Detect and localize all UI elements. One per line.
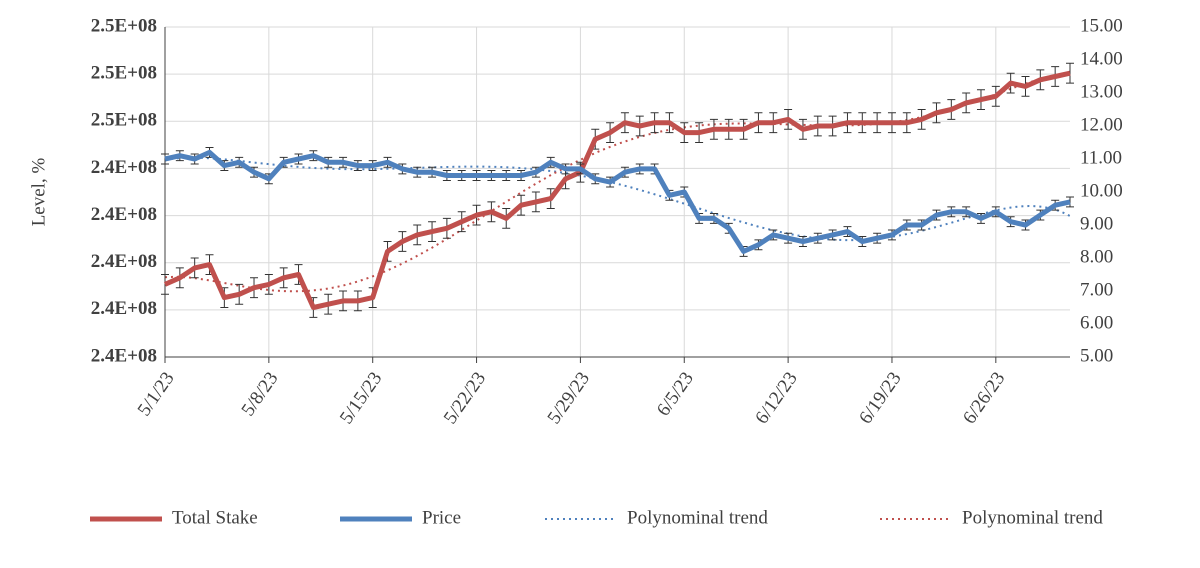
y2-tick-label: 10.00 [1080, 180, 1123, 201]
trend-line [164, 156, 1071, 242]
y2-tick-label: 11.00 [1080, 147, 1122, 168]
series-line [164, 149, 1071, 254]
y2-tick-label: 7.00 [1080, 279, 1113, 300]
legend-label: Price [422, 507, 461, 528]
y-tick-label: 2.4E+08 [91, 251, 157, 272]
x-tick-label: 5/8/23 [237, 368, 282, 420]
trend-line [164, 72, 1071, 293]
y2-tick-label: 9.00 [1080, 213, 1113, 234]
x-tick-label: 6/26/23 [959, 368, 1010, 428]
y-tick-label: 2.5E+08 [91, 110, 157, 131]
y2-tick-label: 13.00 [1080, 81, 1123, 102]
x-tick-label: 6/5/23 [653, 368, 698, 420]
x-tick-label: 5/22/23 [440, 368, 491, 428]
y-tick-label: 2.4E+08 [91, 345, 157, 366]
y-tick-label: 2.4E+08 [91, 204, 157, 225]
y2-tick-label: 8.00 [1080, 246, 1113, 267]
y2-tick-label: 14.00 [1080, 48, 1123, 69]
y-tick-label: 2.4E+08 [91, 157, 157, 178]
y-axis-title: Level, % [28, 158, 49, 227]
legend-label: Total Stake [172, 507, 258, 528]
y2-tick-label: 6.00 [1080, 312, 1113, 333]
y-tick-label: 2.5E+08 [91, 63, 157, 84]
y-tick-label: 2.5E+08 [91, 15, 157, 36]
legend-label: Polynominal trend [627, 507, 768, 528]
y2-tick-label: 12.00 [1080, 114, 1123, 135]
y2-tick-label: 15.00 [1080, 15, 1123, 36]
x-tick-label: 5/1/23 [134, 368, 179, 420]
x-tick-label: 5/15/23 [336, 368, 387, 428]
series-line [163, 70, 1071, 310]
x-tick-label: 6/19/23 [855, 368, 906, 428]
legend-label: Polynominal trend [962, 507, 1103, 528]
x-tick-label: 6/12/23 [751, 368, 802, 428]
y2-tick-label: 5.00 [1080, 345, 1113, 366]
x-tick-label: 5/29/23 [544, 368, 595, 428]
y-tick-label: 2.4E+08 [91, 298, 157, 319]
